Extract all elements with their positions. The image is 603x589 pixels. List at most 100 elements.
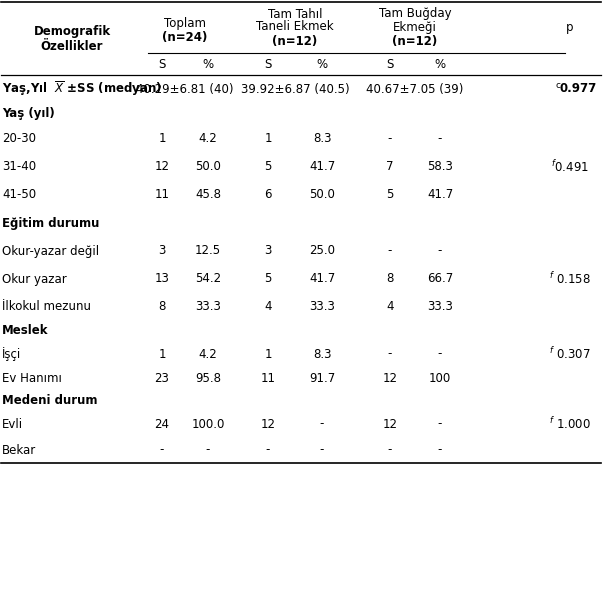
Text: 12.5: 12.5: [195, 244, 221, 257]
Text: (n=24): (n=24): [162, 31, 207, 44]
Text: S: S: [159, 58, 166, 71]
Text: 5: 5: [264, 160, 272, 174]
Text: (n=12): (n=12): [273, 35, 318, 48]
Text: 5: 5: [264, 273, 272, 286]
Text: Özellikler: Özellikler: [41, 41, 103, 54]
Text: -: -: [266, 444, 270, 456]
Text: İşçi: İşçi: [2, 347, 21, 361]
Text: Toplam: Toplam: [164, 16, 206, 29]
Text: 12: 12: [260, 418, 276, 431]
Text: -: -: [438, 418, 442, 431]
Text: 8: 8: [159, 299, 166, 313]
Text: Taneli Ekmek: Taneli Ekmek: [256, 21, 334, 34]
Text: 45.8: 45.8: [195, 188, 221, 201]
Text: 41.7: 41.7: [427, 188, 453, 201]
Text: İlkokul mezunu: İlkokul mezunu: [2, 299, 91, 313]
Text: 39.92±6.87 (40.5): 39.92±6.87 (40.5): [241, 82, 349, 95]
Text: (n=12): (n=12): [393, 35, 438, 48]
Text: -: -: [388, 244, 392, 257]
Text: 4: 4: [387, 299, 394, 313]
Text: Okur-yazar değil: Okur-yazar değil: [2, 244, 99, 257]
Text: 33.3: 33.3: [195, 299, 221, 313]
Text: 95.8: 95.8: [195, 372, 221, 385]
Text: c: c: [556, 81, 561, 91]
Text: -: -: [438, 244, 442, 257]
Text: 12: 12: [154, 160, 169, 174]
Text: 100: 100: [429, 372, 451, 385]
Text: 12: 12: [382, 418, 397, 431]
Text: 8: 8: [387, 273, 394, 286]
Text: 1: 1: [158, 133, 166, 145]
Text: 40.67±7.05 (39): 40.67±7.05 (39): [366, 82, 464, 95]
Text: Ev Hanımı: Ev Hanımı: [2, 372, 62, 385]
Text: 100.0: 100.0: [191, 418, 225, 431]
Text: -: -: [320, 418, 324, 431]
Text: 91.7: 91.7: [309, 372, 335, 385]
Text: $^f$ 1.000: $^f$ 1.000: [549, 416, 591, 432]
Text: 40.29±6.81 (40): 40.29±6.81 (40): [136, 82, 234, 95]
Text: 41-50: 41-50: [2, 188, 36, 201]
Text: 54.2: 54.2: [195, 273, 221, 286]
Text: 4.2: 4.2: [198, 348, 217, 360]
Text: Eğitim durumu: Eğitim durumu: [2, 217, 99, 230]
Text: -: -: [160, 444, 164, 456]
Text: -: -: [388, 348, 392, 360]
Text: 41.7: 41.7: [309, 273, 335, 286]
Text: S: S: [387, 58, 394, 71]
Text: -: -: [438, 348, 442, 360]
Text: -: -: [388, 133, 392, 145]
Text: -: -: [438, 444, 442, 456]
Text: Demografik: Demografik: [33, 25, 110, 38]
Text: -: -: [320, 444, 324, 456]
Text: Ekmeği: Ekmeği: [393, 21, 437, 34]
Text: 7: 7: [387, 160, 394, 174]
Text: -: -: [438, 133, 442, 145]
Text: Tam Tahıl: Tam Tahıl: [268, 8, 322, 21]
Text: 66.7: 66.7: [427, 273, 453, 286]
Text: 3: 3: [159, 244, 166, 257]
Text: %: %: [317, 58, 327, 71]
Text: %: %: [203, 58, 213, 71]
Text: 8.3: 8.3: [313, 133, 331, 145]
Text: Tam Buğday: Tam Buğday: [379, 8, 451, 21]
Text: $^f$ 0.158: $^f$ 0.158: [549, 271, 591, 287]
Text: Okur yazar: Okur yazar: [2, 273, 67, 286]
Text: $^f$ 0.307: $^f$ 0.307: [549, 346, 591, 362]
Text: 24: 24: [154, 418, 169, 431]
Text: p: p: [566, 21, 573, 34]
Text: 3: 3: [264, 244, 272, 257]
Text: $^f$0.491: $^f$0.491: [551, 159, 589, 175]
Text: 33.3: 33.3: [427, 299, 453, 313]
Text: 1: 1: [264, 133, 272, 145]
Text: Evli: Evli: [2, 418, 23, 431]
Text: 25.0: 25.0: [309, 244, 335, 257]
Text: 0.977: 0.977: [560, 82, 597, 95]
Text: -: -: [206, 444, 210, 456]
Text: S: S: [264, 58, 272, 71]
Text: 1: 1: [264, 348, 272, 360]
Text: 4.2: 4.2: [198, 133, 217, 145]
Text: 50.0: 50.0: [195, 160, 221, 174]
Text: 5: 5: [387, 188, 394, 201]
Text: Bekar: Bekar: [2, 444, 36, 456]
Text: -: -: [388, 444, 392, 456]
Text: 13: 13: [154, 273, 169, 286]
Text: 41.7: 41.7: [309, 160, 335, 174]
Text: 1: 1: [158, 348, 166, 360]
Text: 50.0: 50.0: [309, 188, 335, 201]
Text: %: %: [434, 58, 446, 71]
Text: Yaş (yıl): Yaş (yıl): [2, 108, 55, 121]
Text: 20-30: 20-30: [2, 133, 36, 145]
Text: 8.3: 8.3: [313, 348, 331, 360]
Text: 23: 23: [154, 372, 169, 385]
Text: Yaş,Yıl  $\overline{X}$ ±SS (medyan): Yaş,Yıl $\overline{X}$ ±SS (medyan): [2, 80, 162, 98]
Text: 11: 11: [260, 372, 276, 385]
Text: 31-40: 31-40: [2, 160, 36, 174]
Text: 33.3: 33.3: [309, 299, 335, 313]
Text: Medeni durum: Medeni durum: [2, 393, 98, 406]
Text: Meslek: Meslek: [2, 323, 48, 336]
Text: 12: 12: [382, 372, 397, 385]
Text: 11: 11: [154, 188, 169, 201]
Text: 58.3: 58.3: [427, 160, 453, 174]
Text: 6: 6: [264, 188, 272, 201]
